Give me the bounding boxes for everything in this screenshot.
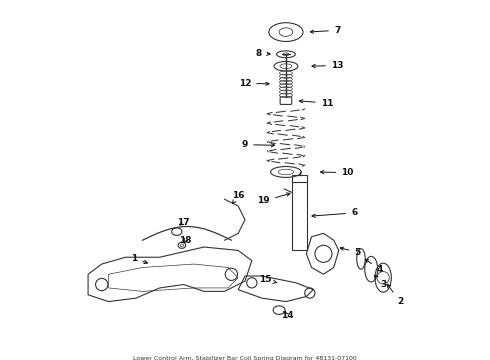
Text: 10: 10 <box>320 168 353 177</box>
Text: 15: 15 <box>259 275 277 284</box>
Text: 8: 8 <box>255 49 270 58</box>
Text: 18: 18 <box>179 236 192 245</box>
Text: 11: 11 <box>299 99 333 108</box>
Bar <box>292 175 307 251</box>
Text: 16: 16 <box>232 191 245 203</box>
Text: 17: 17 <box>177 218 190 227</box>
Text: 12: 12 <box>239 79 269 88</box>
Text: 1: 1 <box>131 255 147 264</box>
Text: 6: 6 <box>312 208 357 217</box>
Text: 7: 7 <box>310 26 340 35</box>
Text: 5: 5 <box>340 247 361 257</box>
Text: 3: 3 <box>374 275 386 289</box>
Text: 4: 4 <box>365 260 383 274</box>
Text: 19: 19 <box>257 193 290 206</box>
Text: 14: 14 <box>281 311 294 320</box>
Text: Lower Control Arm, Stabilizer Bar Coil Spring Diagram for 48131-07100: Lower Control Arm, Stabilizer Bar Coil S… <box>133 356 357 360</box>
Text: 2: 2 <box>387 284 403 306</box>
Text: 13: 13 <box>312 61 343 70</box>
Text: 9: 9 <box>242 140 274 149</box>
